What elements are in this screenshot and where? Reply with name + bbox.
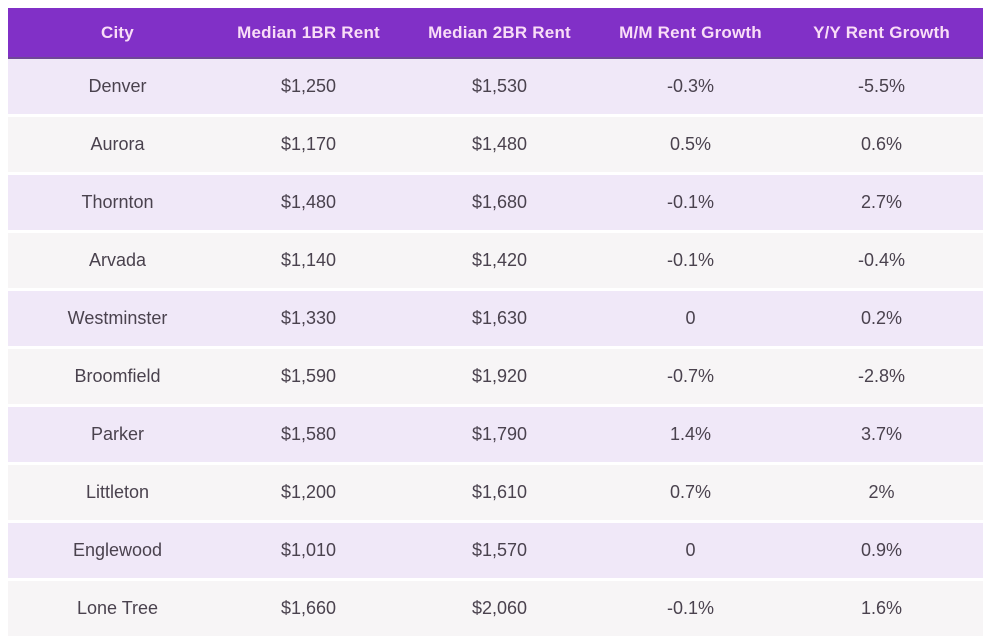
cell-city: Littleton — [85, 482, 150, 502]
column-header-1br-rent: Median 1BR Rent — [237, 22, 380, 42]
cell-2br-rent: $1,630 — [471, 308, 528, 328]
cell-1br-rent: $1,010 — [280, 540, 337, 560]
table-row-denver: Denver $1,250 $1,530 -0.3% -5.5% — [8, 59, 983, 114]
cell-mm-growth: 0.7% — [669, 482, 712, 502]
cell-1br-rent: $1,140 — [280, 250, 337, 270]
table-row-littleton: Littleton $1,200 $1,610 0.7% 2% — [8, 465, 983, 520]
cell-mm-growth: -0.3% — [666, 76, 715, 96]
cell-city: Englewood — [72, 540, 163, 560]
table-row-broomfield: Broomfield $1,590 $1,920 -0.7% -2.8% — [8, 349, 983, 404]
cell-city: Arvada — [88, 250, 147, 270]
cell-yy-growth: 0.2% — [860, 308, 903, 328]
cell-mm-growth: -0.1% — [666, 250, 715, 270]
table-row-westminster: Westminster $1,330 $1,630 0 0.2% — [8, 291, 983, 346]
column-header-mm-growth: M/M Rent Growth — [619, 22, 762, 42]
cell-yy-growth: -5.5% — [857, 76, 906, 96]
cell-yy-growth: 1.6% — [860, 598, 903, 618]
cell-2br-rent: $1,610 — [471, 482, 528, 502]
cell-yy-growth: -0.4% — [857, 250, 906, 270]
cell-mm-growth: -0.1% — [666, 192, 715, 212]
cell-mm-growth: 0 — [685, 308, 696, 328]
cell-1br-rent: $1,200 — [280, 482, 337, 502]
table-row-parker: Parker $1,580 $1,790 1.4% 3.7% — [8, 407, 983, 462]
table-row-englewood: Englewood $1,010 $1,570 0 0.9% — [8, 523, 983, 578]
cell-city: Aurora — [90, 134, 145, 154]
cell-city: Thornton — [81, 192, 154, 212]
cell-yy-growth: 2% — [868, 482, 895, 502]
table-header-row: City Median 1BR Rent Median 2BR Rent M/M… — [8, 8, 983, 59]
table-row-aurora: Aurora $1,170 $1,480 0.5% 0.6% — [8, 117, 983, 172]
column-header-city: City — [101, 22, 134, 42]
cell-mm-growth: -0.1% — [666, 598, 715, 618]
table-row-lone-tree: Lone Tree $1,660 $2,060 -0.1% 1.6% — [8, 581, 983, 636]
column-header-2br-rent: Median 2BR Rent — [428, 22, 571, 42]
cell-2br-rent: $1,570 — [471, 540, 528, 560]
cell-2br-rent: $1,790 — [471, 424, 528, 444]
cell-2br-rent: $2,060 — [471, 598, 528, 618]
cell-mm-growth: 0 — [685, 540, 696, 560]
cell-mm-growth: 1.4% — [669, 424, 712, 444]
cell-yy-growth: -2.8% — [857, 366, 906, 386]
cell-mm-growth: 0.5% — [669, 134, 712, 154]
cell-city: Lone Tree — [76, 598, 159, 618]
cell-2br-rent: $1,920 — [471, 366, 528, 386]
cell-2br-rent: $1,480 — [471, 134, 528, 154]
cell-yy-growth: 0.6% — [860, 134, 903, 154]
cell-1br-rent: $1,590 — [280, 366, 337, 386]
cell-1br-rent: $1,480 — [280, 192, 337, 212]
cell-yy-growth: 3.7% — [860, 424, 903, 444]
table-row-arvada: Arvada $1,140 $1,420 -0.1% -0.4% — [8, 233, 983, 288]
cell-1br-rent: $1,170 — [280, 134, 337, 154]
cell-2br-rent: $1,530 — [471, 76, 528, 96]
column-header-yy-growth: Y/Y Rent Growth — [813, 22, 950, 42]
cell-1br-rent: $1,330 — [280, 308, 337, 328]
cell-city: Denver — [88, 76, 147, 96]
cell-city: Broomfield — [74, 366, 161, 386]
cell-1br-rent: $1,660 — [280, 598, 337, 618]
cell-2br-rent: $1,680 — [471, 192, 528, 212]
cell-city: Parker — [90, 424, 144, 444]
cell-1br-rent: $1,580 — [280, 424, 337, 444]
cell-city: Westminster — [67, 308, 168, 328]
cell-1br-rent: $1,250 — [280, 76, 337, 96]
cell-yy-growth: 0.9% — [860, 540, 903, 560]
cell-2br-rent: $1,420 — [471, 250, 528, 270]
rent-table: City Median 1BR Rent Median 2BR Rent M/M… — [8, 8, 983, 636]
table-row-thornton: Thornton $1,480 $1,680 -0.1% 2.7% — [8, 175, 983, 230]
cell-mm-growth: -0.7% — [666, 366, 715, 386]
cell-yy-growth: 2.7% — [860, 192, 903, 212]
